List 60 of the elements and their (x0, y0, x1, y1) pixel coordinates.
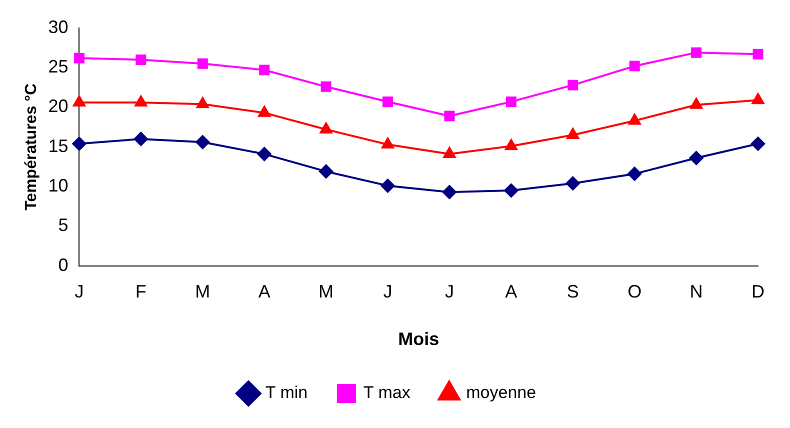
y-tick-label: 25 (48, 56, 68, 77)
x-tick-label: M (318, 282, 334, 302)
x-tick-label: O (628, 282, 642, 302)
point (752, 93, 764, 104)
point (751, 136, 765, 151)
point (566, 176, 580, 190)
legend-label: T max (363, 383, 411, 402)
x-axis-title: Mois (398, 329, 440, 350)
x-tick-label: D (752, 282, 764, 302)
y-tick-label: 15 (48, 136, 68, 156)
x-tick-label: A (258, 282, 270, 302)
point (444, 110, 455, 122)
point (319, 164, 334, 178)
point (689, 151, 704, 165)
x-tick-label: S (566, 282, 579, 302)
point (73, 96, 86, 107)
x-tick-label: J (383, 282, 392, 302)
x-tick-label: J (74, 282, 84, 302)
y-tick-label: 20 (48, 96, 68, 116)
x-tick-label: F (135, 282, 146, 302)
point (443, 147, 456, 158)
point (257, 147, 272, 162)
legend-label: T min (265, 383, 308, 402)
point (72, 136, 86, 151)
point (690, 98, 702, 109)
point (504, 139, 518, 150)
x-tick-label: J (444, 282, 454, 302)
point (691, 47, 702, 58)
point (196, 135, 210, 150)
y-tick-label: 5 (58, 215, 68, 236)
point (196, 97, 209, 108)
point (197, 58, 208, 69)
legend-label: moyenne (466, 383, 536, 402)
point (320, 81, 332, 92)
point (629, 60, 640, 72)
point (382, 138, 394, 149)
point (136, 54, 146, 65)
point (628, 166, 642, 181)
point (258, 106, 271, 117)
point (506, 96, 516, 107)
point (752, 48, 764, 60)
point (568, 80, 578, 90)
x-tick-label: N (690, 282, 703, 302)
point (134, 96, 148, 107)
point (442, 185, 456, 200)
point (504, 183, 518, 198)
x-tick-label: A (505, 282, 518, 302)
point (134, 132, 148, 146)
point (382, 96, 393, 107)
point (566, 128, 580, 140)
y-tick-label: 0 (58, 254, 68, 275)
y-tick-label: 30 (48, 16, 68, 37)
point (628, 114, 641, 125)
point (74, 52, 84, 64)
x-tick-label: M (195, 282, 210, 302)
y-axis-title: Températures °C (23, 82, 40, 210)
point (320, 122, 332, 134)
point (380, 178, 395, 193)
point (259, 64, 270, 76)
y-tick-label: 10 (48, 176, 68, 196)
